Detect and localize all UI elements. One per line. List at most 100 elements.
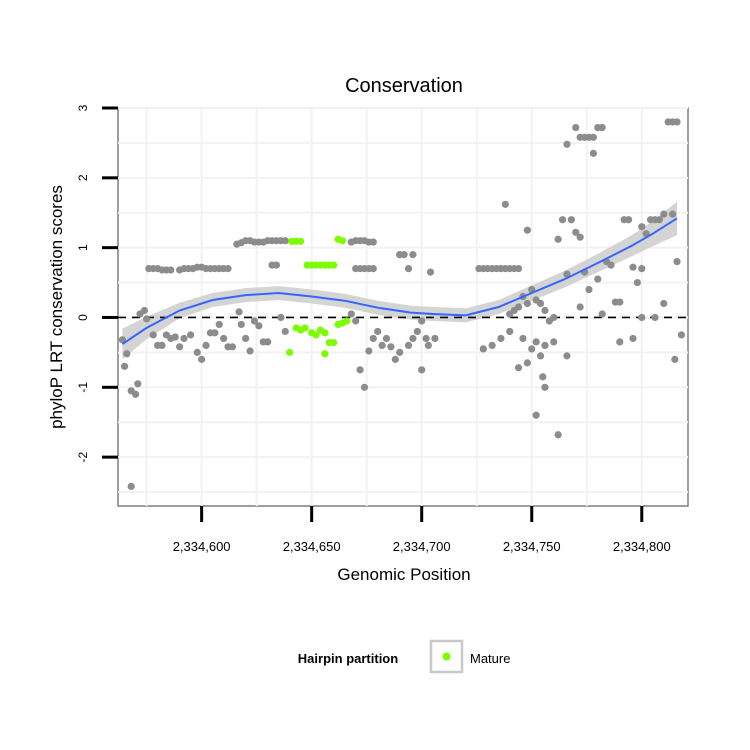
smooth-confidence-band bbox=[122, 201, 677, 360]
point-other bbox=[149, 331, 157, 339]
point-other bbox=[281, 327, 289, 336]
point-other bbox=[616, 298, 624, 306]
chart-title: Conservation bbox=[345, 75, 463, 97]
point-other bbox=[356, 366, 364, 374]
point-other bbox=[501, 200, 509, 208]
point-mature bbox=[338, 237, 347, 245]
y-axis-label: phyloP LRT conservation scores bbox=[47, 185, 66, 429]
point-other bbox=[235, 308, 243, 316]
point-other bbox=[211, 329, 219, 337]
point-other bbox=[589, 133, 597, 141]
point-other bbox=[572, 123, 580, 132]
point-other bbox=[277, 313, 285, 322]
point-other bbox=[198, 355, 206, 363]
point-other bbox=[558, 216, 567, 224]
point-mature bbox=[330, 261, 338, 269]
point-other bbox=[220, 334, 228, 343]
point-other bbox=[660, 299, 668, 308]
point-other bbox=[404, 264, 413, 273]
point-other bbox=[422, 334, 430, 343]
point-other bbox=[638, 223, 646, 231]
point-other bbox=[523, 299, 531, 308]
point-other bbox=[660, 210, 668, 218]
point-other bbox=[413, 327, 421, 336]
point-other bbox=[180, 334, 188, 343]
x-tick-label: 2,334,750 bbox=[503, 539, 561, 554]
point-other bbox=[677, 331, 685, 339]
point-other bbox=[360, 383, 369, 391]
point-other bbox=[651, 313, 659, 322]
point-other bbox=[391, 355, 399, 363]
legend: Hairpin partition Mature bbox=[298, 639, 510, 674]
point-other bbox=[264, 338, 272, 346]
point-other bbox=[541, 383, 549, 391]
point-other bbox=[624, 216, 633, 224]
point-other bbox=[424, 341, 432, 350]
point-mature bbox=[343, 317, 351, 325]
point-other bbox=[638, 313, 646, 322]
point-other bbox=[598, 123, 606, 132]
point-mature bbox=[330, 339, 338, 347]
point-mature bbox=[286, 348, 294, 356]
point-other bbox=[554, 235, 562, 243]
point-other bbox=[532, 411, 540, 419]
point-other bbox=[369, 238, 377, 246]
point-mature bbox=[312, 331, 320, 339]
point-other bbox=[400, 251, 408, 259]
point-other bbox=[215, 320, 223, 329]
point-other bbox=[134, 380, 142, 388]
y-tick-label: 0 bbox=[76, 314, 90, 321]
point-other bbox=[541, 306, 549, 315]
x-tick-label: 2,334,600 bbox=[173, 539, 231, 554]
point-other bbox=[616, 338, 624, 346]
point-mature bbox=[301, 324, 309, 332]
point-other bbox=[673, 118, 681, 126]
point-other bbox=[176, 343, 184, 351]
point-other bbox=[536, 299, 545, 308]
point-other bbox=[242, 334, 250, 343]
point-other bbox=[378, 341, 386, 350]
point-other bbox=[514, 303, 523, 311]
point-other bbox=[576, 303, 584, 311]
x-axis: 2,334,600 2,334,650 2,334,700 2,334,750 2,33… bbox=[173, 506, 671, 554]
smooth-line bbox=[121, 217, 678, 345]
point-other bbox=[237, 320, 245, 329]
y-tick-label: 1 bbox=[76, 244, 90, 251]
x-axis-label: Genomic Position bbox=[337, 565, 470, 584]
point-other bbox=[550, 338, 558, 346]
point-other bbox=[158, 341, 166, 350]
point-other bbox=[536, 352, 545, 360]
point-other bbox=[409, 251, 417, 259]
point-other bbox=[396, 348, 404, 356]
point-other bbox=[589, 149, 597, 157]
y-axis: -2 -1 0 1 2 3 bbox=[76, 104, 118, 462]
point-other bbox=[418, 317, 426, 325]
confidence-band bbox=[122, 201, 677, 360]
point-other bbox=[224, 264, 232, 273]
point-other bbox=[382, 334, 391, 343]
point-other bbox=[539, 373, 547, 381]
point-other bbox=[585, 285, 593, 294]
point-other bbox=[387, 343, 395, 351]
point-other bbox=[673, 258, 681, 266]
point-other bbox=[572, 228, 580, 236]
point-other bbox=[523, 359, 531, 367]
point-other bbox=[479, 345, 487, 353]
point-other bbox=[352, 317, 360, 325]
smooth-fit bbox=[121, 217, 678, 345]
point-other bbox=[576, 233, 584, 241]
point-other bbox=[514, 264, 523, 273]
point-other bbox=[193, 348, 201, 356]
point-other bbox=[369, 264, 377, 273]
point-other bbox=[246, 347, 254, 355]
x-tick-label: 2,334,650 bbox=[283, 539, 341, 554]
point-other bbox=[598, 310, 606, 318]
point-other bbox=[255, 322, 263, 330]
point-other bbox=[633, 278, 641, 287]
point-other bbox=[638, 264, 646, 273]
point-other bbox=[365, 347, 373, 355]
point-other bbox=[607, 261, 615, 269]
point-other bbox=[554, 431, 562, 439]
point-other bbox=[629, 334, 637, 343]
